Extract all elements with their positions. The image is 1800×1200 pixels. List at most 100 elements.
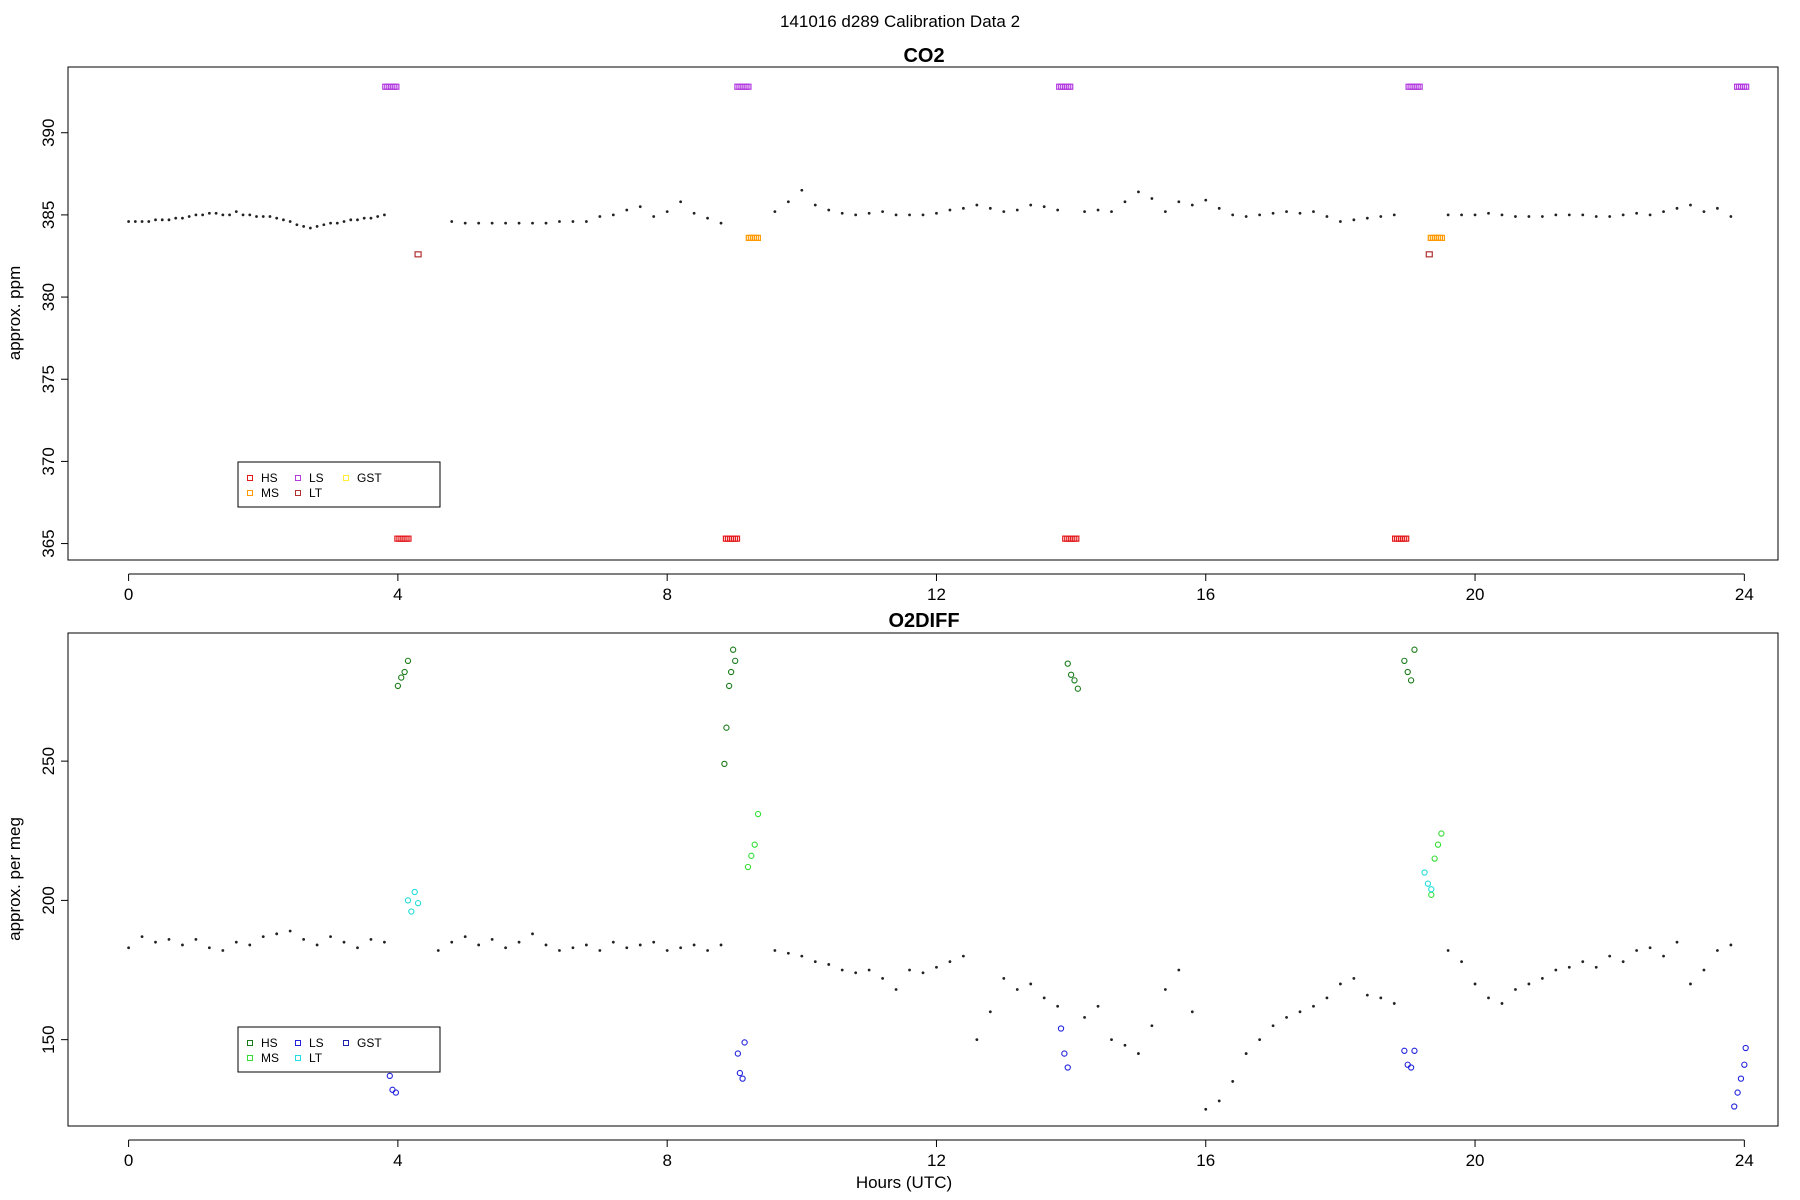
co2-point-sample: [207, 211, 211, 215]
co2-point-sample: [322, 223, 326, 227]
co2-legend-label-gst: GST: [357, 471, 382, 485]
o2diff-x-tick-label: 4: [393, 1151, 402, 1170]
co2-x-tick-label: 12: [927, 585, 946, 604]
co2-point-sample: [1594, 215, 1598, 218]
o2diff-point-hs: [1064, 660, 1071, 667]
co2-point-sample: [1379, 215, 1383, 218]
co2-point-ls: [734, 83, 742, 90]
co2-point-sample: [295, 223, 299, 227]
co2-point-sample: [988, 206, 992, 210]
co2-point-sample: [1446, 213, 1450, 217]
co2-y-tick-label: 375: [39, 365, 58, 393]
o2diff-point-sample: [1648, 946, 1652, 950]
o2diff-point-sample: [504, 946, 507, 950]
co2-point-sample: [571, 220, 575, 223]
co2-point-sample: [288, 220, 292, 223]
o2diff-point-sample: [894, 988, 898, 991]
o2diff-point-sample: [1581, 960, 1585, 964]
co2-point-hs: [396, 535, 404, 542]
co2-point-ls: [384, 83, 392, 90]
o2diff-point-sample: [1177, 968, 1181, 972]
co2-point-sample: [584, 220, 588, 223]
co2-point-sample: [773, 210, 777, 214]
o2diff-point-lt: [404, 897, 412, 904]
co2-point-sample: [1177, 200, 1181, 204]
co2-point-ls: [738, 83, 746, 90]
co2-point-sample: [342, 220, 346, 223]
co2-point-sample: [1621, 213, 1625, 217]
o2diff-point-sample: [1567, 965, 1571, 969]
o2diff-point-sample: [1258, 1038, 1262, 1042]
co2-x-tick-label: 0: [124, 585, 133, 604]
co2-point-ls: [1734, 83, 1742, 90]
o2diff-point-sample: [234, 940, 238, 944]
co2-point-sample: [1325, 215, 1329, 218]
co2-point-ms: [753, 234, 761, 242]
co2-point-sample: [450, 220, 454, 223]
co2-point-hs: [1066, 535, 1074, 542]
co2-point-sample: [1675, 206, 1679, 210]
co2-point-hs: [1400, 535, 1408, 542]
co2-point-sample: [1689, 203, 1692, 207]
co2-point-sample: [160, 218, 164, 222]
co2-point-sample: [1729, 215, 1733, 218]
co2-point-ms: [1427, 234, 1435, 242]
co2-point-sample: [1204, 198, 1208, 202]
co2-x-tick-label: 4: [393, 585, 402, 604]
o2diff-point-lt: [408, 908, 415, 915]
co2-point-sample: [308, 226, 312, 230]
o2diff-point-sample: [1217, 1099, 1221, 1103]
co2-point-sample: [1662, 210, 1665, 214]
co2-point-sample: [1002, 210, 1006, 214]
co2-x-axis: 0 4 8 12 16 20 24: [124, 573, 1754, 604]
co2-point-ls: [744, 83, 752, 90]
o2diff-point-sample: [342, 940, 346, 944]
co2-x-tick-label: 24: [1735, 585, 1754, 604]
o2diff-point-sample: [1662, 954, 1665, 958]
o2diff-y-tick-label: 250: [39, 747, 58, 775]
o2diff-legend-label-ms: MS: [261, 1051, 279, 1065]
o2diff-point-sample: [1110, 1038, 1113, 1042]
o2diff-point-sample: [1473, 982, 1477, 986]
co2-point-sample: [1217, 206, 1221, 210]
co2-point-sample: [975, 203, 979, 207]
co2-point-sample: [665, 210, 669, 214]
o2diff-point-ls: [1407, 1064, 1415, 1071]
o2diff-point-hs: [732, 657, 739, 665]
o2diff-point-sample: [1500, 1002, 1504, 1005]
o2diff-y-axis: 150 200 250: [39, 747, 69, 1054]
o2diff-point-sample: [1163, 988, 1167, 991]
co2-point-hs: [722, 535, 731, 542]
co2-point-hs: [400, 535, 408, 542]
co2-point-sample: [282, 218, 285, 222]
co2-point-ls: [1064, 83, 1072, 90]
co2-point-sample: [1029, 203, 1033, 207]
co2-point-ls: [740, 83, 748, 90]
o2diff-point-sample: [1056, 1004, 1060, 1008]
o2diff-point-sample: [1352, 976, 1356, 980]
co2-point-ms: [751, 234, 759, 242]
co2-point-hs: [402, 535, 410, 542]
co2-x-tick-label: 8: [662, 585, 671, 604]
o2diff-point-ls: [736, 1069, 744, 1077]
o2diff-point-sample: [154, 940, 157, 944]
o2diff-point-ls: [1057, 1025, 1065, 1032]
co2-point-sample: [356, 218, 359, 222]
co2-point-sample: [1298, 211, 1302, 215]
co2-point-sample: [504, 221, 507, 225]
co2-point-sample: [935, 211, 938, 215]
co2-point-sample: [1635, 211, 1639, 215]
o2diff-x-tick-label: 20: [1466, 1151, 1485, 1170]
o2diff-point-sample: [948, 960, 952, 964]
o2diff-point-sample: [786, 951, 790, 955]
o2diff-point-sample: [1487, 996, 1490, 1000]
co2-point-sample: [867, 211, 871, 215]
o2diff-point-sample: [1150, 1024, 1154, 1028]
co2-point-sample: [1716, 206, 1719, 210]
o2diff-point-hs: [1074, 685, 1081, 692]
o2diff-point-ls: [386, 1072, 393, 1080]
co2-point-sample: [1392, 213, 1396, 217]
co2-point-sample: [477, 221, 481, 225]
co2-point-sample: [1244, 215, 1248, 218]
